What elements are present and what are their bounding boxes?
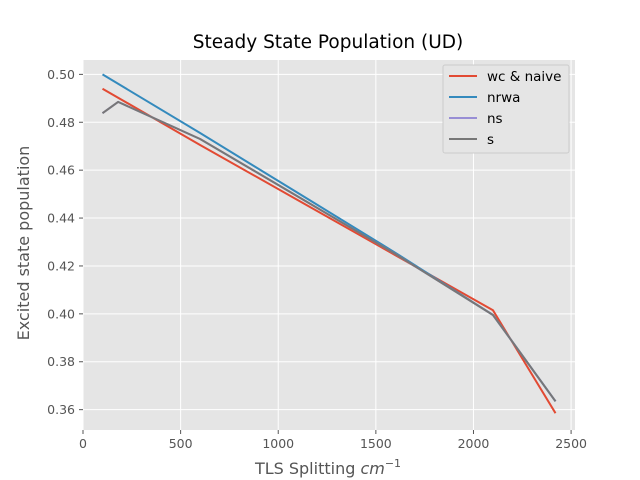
x-tick-label: 2500 [555,436,587,451]
x-axis-label-unit-exponent: −1 [385,457,401,470]
x-tick-label: 2000 [458,436,490,451]
series-line-s [101,100,557,402]
y-tick-label: 0.44 [47,211,75,226]
x-tick-label: 0 [79,436,87,451]
x-tick-label: 1000 [262,436,294,451]
legend-label-ns: ns [487,111,503,127]
legend-label-s: s [487,132,494,148]
y-tick-label: 0.36 [47,402,75,417]
legend-box [442,64,570,154]
chart-title: Steady State Population (UD) [193,32,463,53]
y-tick-label: 0.38 [47,354,75,369]
series-lines [101,73,557,414]
x-axis-label-text: TLS Splitting [254,459,361,478]
legend: wc & naive nrwa ns s [442,64,570,154]
x-axis-label-unit: cm [360,459,384,478]
legend-label-nrwa: nrwa [487,90,520,106]
y-tick-label: 0.46 [47,163,75,178]
y-tick-label: 0.50 [47,67,75,82]
legend-label-wc-naive: wc & naive [487,69,561,85]
y-axis-label: Excited state population [14,146,33,341]
x-axis-label: TLS Splitting cm−1 [254,457,401,478]
y-tick-label: 0.40 [47,306,75,321]
y-tick-label: 0.42 [47,258,75,273]
x-tick-label: 500 [169,436,193,451]
y-tick-label: 0.48 [47,115,75,130]
series-line-wc-naive [102,87,557,414]
x-tick-label: 1500 [360,436,392,451]
